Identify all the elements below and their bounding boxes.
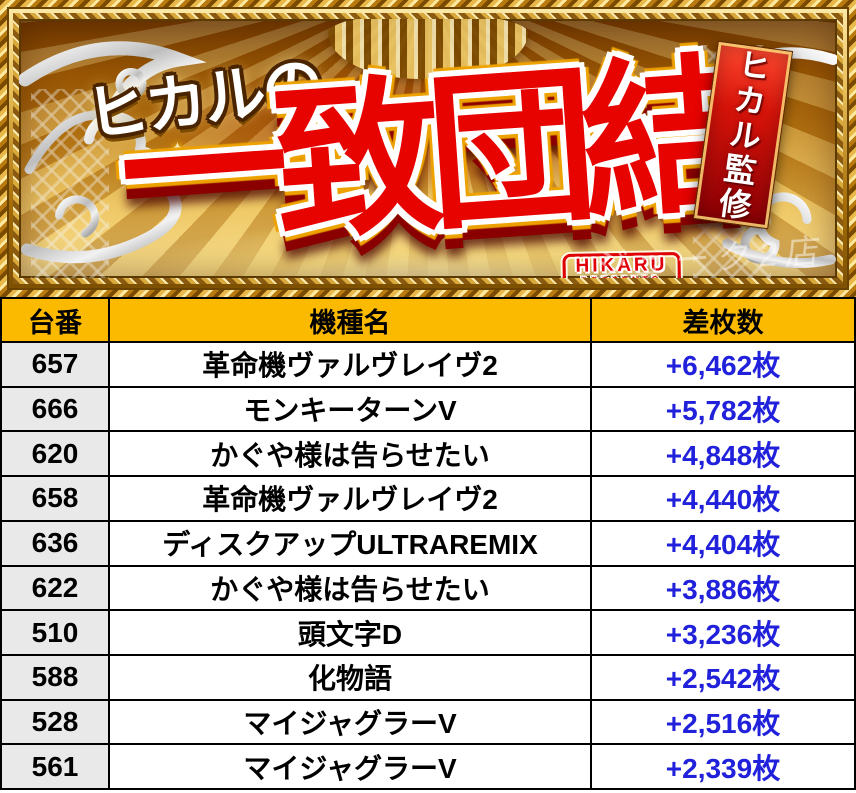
- table-row: 620 かぐや様は告らせたい +4,848枚: [2, 430, 854, 476]
- cell-machine-no: 658: [2, 477, 108, 520]
- table-row: 510 頭文字D +3,236枚: [2, 609, 854, 654]
- cell-machine-no: 510: [2, 611, 108, 654]
- banner-stage-background: ✦ ✦ ✦ ヒカルの 一致団結 ヒカル監修 HIKARU PRESENTS IC…: [19, 19, 837, 278]
- cell-diff-count: +5,782枚: [590, 387, 854, 431]
- cell-machine-no: 620: [2, 432, 108, 476]
- sparkle-icon: ✦: [349, 221, 362, 238]
- cell-model-name: 革命機ヴァルヴレイヴ2: [108, 477, 590, 520]
- cell-machine-no: 636: [2, 521, 108, 565]
- promo-banner: ✦ ✦ ✦ ヒカルの 一致団結 ヒカル監修 HIKARU PRESENTS IC…: [0, 0, 856, 297]
- cell-diff-count: +3,236枚: [590, 611, 854, 654]
- sparkle-icon: ✦: [659, 79, 671, 95]
- cell-model-name: マイジャグラーV: [108, 745, 590, 788]
- cell-machine-no: 588: [2, 655, 108, 699]
- table-row: 588 化物語 +2,542枚: [2, 653, 854, 699]
- table-row: 658 革命機ヴァルヴレイヴ2 +4,440枚: [2, 475, 854, 520]
- col-header-diff-count: 差枚数: [590, 299, 854, 341]
- results-table: 台番 機種名 差枚数 657 革命機ヴァルヴレイヴ2 +6,462枚 666 モ…: [0, 297, 856, 790]
- cell-diff-count: +4,440枚: [590, 477, 854, 520]
- results-table-header: 台番 機種名 差枚数: [2, 299, 854, 341]
- table-row: 561 マイジャグラーV +2,339枚: [2, 743, 854, 788]
- cell-model-name: 化物語: [108, 655, 590, 699]
- cell-model-name: かぐや様は告らせたい: [108, 432, 590, 476]
- table-row: 528 マイジャグラーV +2,516枚: [2, 698, 854, 744]
- results-table-body: 657 革命機ヴァルヴレイヴ2 +6,462枚 666 モンキーターンV +5,…: [2, 341, 854, 788]
- table-row: 666 モンキーターンV +5,782枚: [2, 385, 854, 431]
- cell-diff-count: +6,462枚: [590, 343, 854, 386]
- table-row: 636 ディスクアップULTRAREMIX +4,404枚: [2, 519, 854, 565]
- cell-model-name: ディスクアップULTRAREMIX: [108, 521, 590, 565]
- cell-model-name: モンキーターンV: [108, 387, 590, 431]
- cell-machine-no: 561: [2, 745, 108, 788]
- sparkle-icon: ✦: [169, 139, 186, 161]
- cell-model-name: 頭文字D: [108, 611, 590, 654]
- cell-diff-count: +2,516枚: [590, 700, 854, 744]
- cell-model-name: 革命機ヴァルヴレイヴ2: [108, 343, 590, 386]
- cell-model-name: かぐや様は告らせたい: [108, 566, 590, 610]
- cell-diff-count: +3,886枚: [590, 566, 854, 610]
- supervision-ribbon-text: ヒカル監修: [712, 45, 774, 225]
- col-header-machine-no: 台番: [2, 299, 108, 341]
- cell-machine-no: 528: [2, 700, 108, 744]
- cell-diff-count: +4,848枚: [590, 432, 854, 476]
- cell-diff-count: +2,339枚: [590, 745, 854, 788]
- table-row: 622 かぐや様は告らせたい +3,886枚: [2, 564, 854, 610]
- cell-model-name: マイジャグラーV: [108, 700, 590, 744]
- banner-title-main: 一致団結: [114, 41, 742, 272]
- cell-machine-no: 622: [2, 566, 108, 610]
- cell-machine-no: 657: [2, 343, 108, 386]
- table-row: 657 革命機ヴァルヴレイヴ2 +6,462枚: [2, 341, 854, 386]
- cell-diff-count: +2,542枚: [590, 655, 854, 699]
- cell-machine-no: 666: [2, 387, 108, 431]
- col-header-model-name: 機種名: [108, 299, 590, 341]
- cell-diff-count: +4,404枚: [590, 521, 854, 565]
- silver-filigree-left-icon: [19, 41, 207, 264]
